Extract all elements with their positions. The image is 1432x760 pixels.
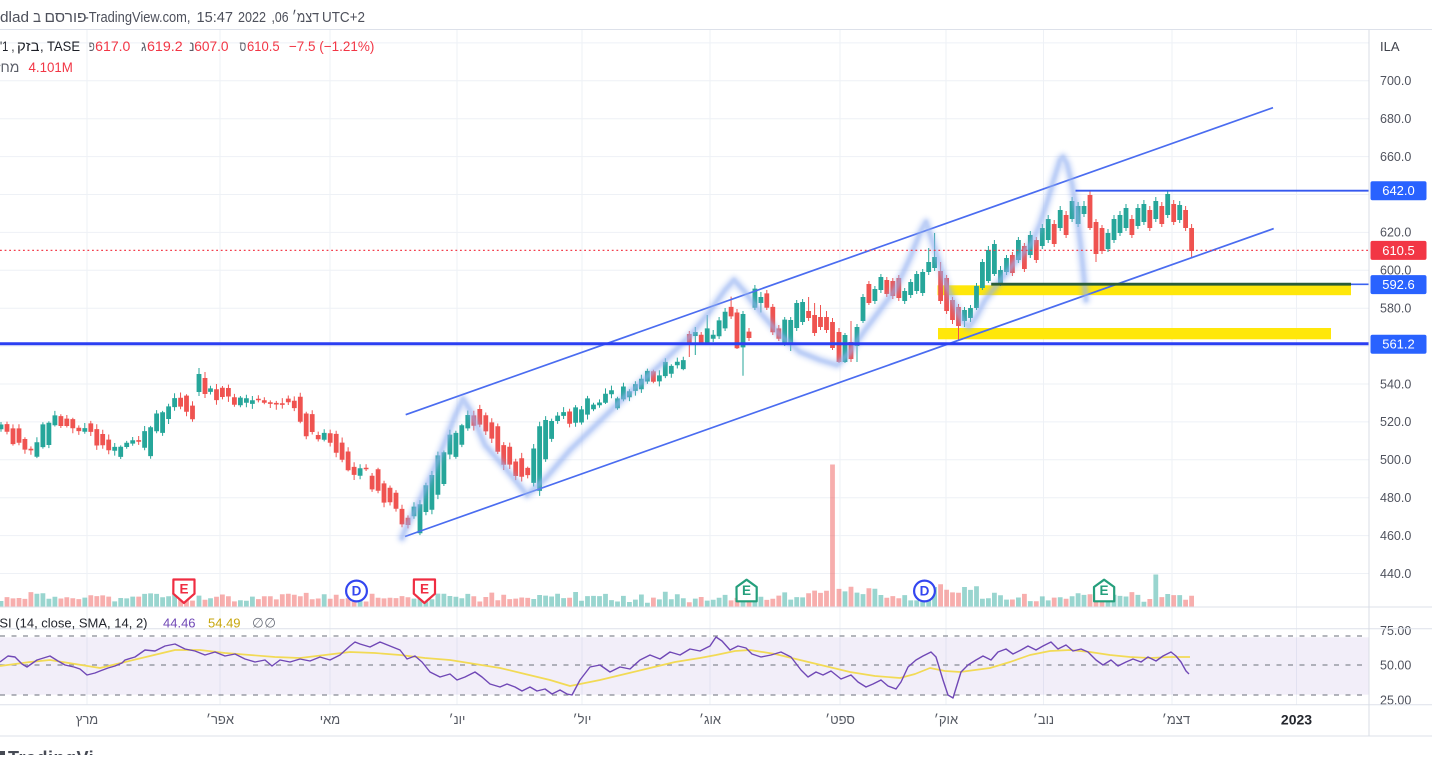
- svg-text:610.5: 610.5: [1382, 243, 1415, 258]
- svg-text:יול׳: יול׳: [573, 712, 592, 727]
- svg-text:ספט׳: ספט׳: [825, 712, 855, 727]
- svg-text:E: E: [742, 583, 751, 598]
- svg-text:700.0: 700.0: [1380, 74, 1411, 88]
- svg-text:אוג׳: אוג׳: [699, 712, 721, 727]
- svg-text:D: D: [352, 584, 362, 599]
- svg-text:מחז: מחז: [0, 59, 19, 75]
- svg-text:15:47: 15:47: [197, 9, 234, 26]
- svg-text:−7.5 (−1.21%): −7.5 (−1.21%): [289, 38, 375, 54]
- svg-text:E: E: [420, 582, 429, 597]
- svg-text:642.0: 642.0: [1382, 183, 1415, 198]
- svg-text:פורסם: פורסם: [45, 9, 87, 26]
- svg-text:520.0: 520.0: [1380, 415, 1411, 429]
- svg-text:2023: 2023: [1281, 712, 1312, 728]
- svg-text:ILA: ILA: [1380, 39, 1400, 54]
- svg-text:,06: ,06: [272, 9, 289, 26]
- svg-text:בזק: בזק: [17, 38, 40, 54]
- svg-text:617.0: 617.0: [95, 38, 130, 54]
- svg-text:620.0: 620.0: [1380, 226, 1411, 240]
- svg-text:, TASE: , TASE: [40, 38, 80, 54]
- svg-text:2022: 2022: [238, 9, 266, 26]
- svg-text:dlad: dlad: [0, 9, 29, 26]
- svg-text:∅ ∅: ∅ ∅: [252, 616, 276, 631]
- svg-text:ס: ס: [240, 38, 247, 54]
- svg-text:E: E: [179, 582, 188, 597]
- svg-text:580.0: 580.0: [1380, 302, 1411, 316]
- svg-text:UTC+2: UTC+2: [322, 9, 365, 26]
- svg-text:דצמ׳: דצמ׳: [1162, 712, 1190, 727]
- svg-text:610.5: 610.5: [247, 38, 280, 54]
- svg-text:פ: פ: [89, 38, 95, 54]
- svg-text:50.00: 50.00: [1380, 659, 1411, 673]
- svg-text:D: D: [920, 584, 930, 599]
- svg-text:500.0: 500.0: [1380, 453, 1411, 467]
- svg-text:דצמ׳: דצמ׳: [292, 9, 319, 26]
- svg-text:אוק׳: אוק׳: [934, 712, 958, 727]
- svg-text:מרץ: מרץ: [76, 712, 98, 727]
- svg-text:540.0: 540.0: [1380, 377, 1411, 391]
- svg-text:אפר׳: אפר׳: [206, 712, 234, 727]
- svg-text:607.0: 607.0: [194, 38, 229, 54]
- svg-text:660.0: 660.0: [1380, 150, 1411, 164]
- svg-text:75.00: 75.00: [1380, 624, 1411, 638]
- svg-text:460.0: 460.0: [1380, 529, 1411, 543]
- svg-text:'1 ,: '1 ,: [0, 38, 15, 54]
- svg-text:440.0: 440.0: [1380, 567, 1411, 581]
- svg-text:E: E: [1099, 583, 1108, 598]
- svg-text:619.2: 619.2: [147, 38, 183, 54]
- svg-text:ג: ג: [141, 38, 147, 54]
- svg-text:RSI (14, close, SMA, 14, 2): RSI (14, close, SMA, 14, 2): [0, 616, 148, 631]
- svg-text:4.101M: 4.101M: [29, 59, 73, 75]
- svg-text:TradingVi: TradingVi: [8, 748, 94, 755]
- svg-text:561.2: 561.2: [1382, 337, 1415, 352]
- svg-text:ב: ב: [33, 9, 41, 26]
- svg-text:592.6: 592.6: [1382, 277, 1415, 292]
- svg-text:יונ׳: יונ׳: [449, 712, 466, 727]
- svg-text:מאי: מאי: [320, 712, 340, 727]
- svg-text:44.46: 44.46: [163, 616, 196, 631]
- svg-text:-TradingView.com,: -TradingView.com,: [85, 9, 191, 26]
- svg-text:680.0: 680.0: [1380, 112, 1411, 126]
- svg-text:נוב׳: נוב׳: [1033, 712, 1054, 727]
- svg-text:54.49: 54.49: [208, 616, 241, 631]
- svg-text:480.0: 480.0: [1380, 491, 1411, 505]
